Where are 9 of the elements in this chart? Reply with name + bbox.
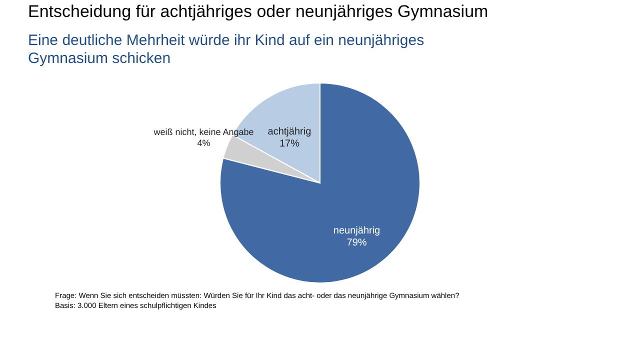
data-label: 17%: [279, 138, 300, 150]
chart-title: Entscheidung für achtjähriges oder neunjähriges Gymnasium: [28, 2, 488, 21]
data-label: 4%: [197, 138, 210, 148]
slice-label: achtjährig: [268, 126, 312, 138]
slice-label: neunjährig: [333, 225, 380, 236]
data-label: 79%: [346, 237, 367, 248]
pie-slice: [220, 82, 420, 284]
chart-subtitle: Eine deutliche Mehrheit würde ihr Kind auf ein neunjähriges Gymnasium schicken: [28, 32, 424, 67]
slice-label: weiß nicht, keine Angabe: [152, 126, 254, 137]
